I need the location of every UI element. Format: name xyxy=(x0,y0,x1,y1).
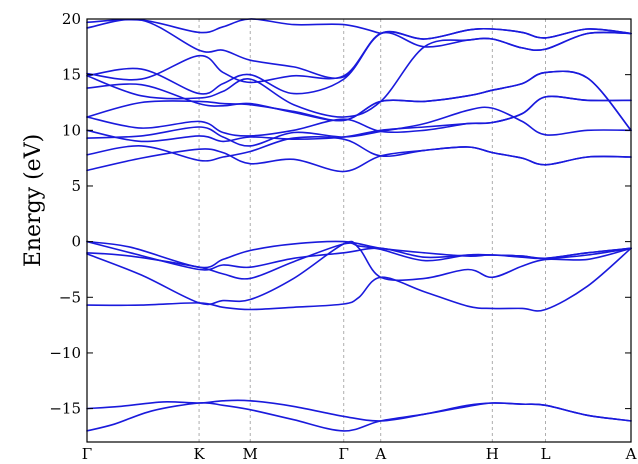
x-tick-label: Γ xyxy=(82,445,92,463)
x-tick-label: A xyxy=(625,445,637,463)
band-line-19 xyxy=(86,18,382,35)
y-tick-label: 10 xyxy=(62,121,81,139)
y-tick-label: 0 xyxy=(71,233,81,251)
band-line-7 xyxy=(86,240,632,269)
band-line-1 xyxy=(86,401,632,432)
kpoint-grid xyxy=(198,19,546,442)
band-line-2 xyxy=(86,399,632,422)
x-tick-label: K xyxy=(193,445,205,463)
x-tick-label: Γ xyxy=(339,445,349,463)
plot-frame xyxy=(86,18,632,443)
band-line-8 xyxy=(86,146,632,173)
y-tick-label: 5 xyxy=(71,177,81,195)
band-lines xyxy=(86,18,632,432)
band-line-17 xyxy=(86,27,632,84)
y-tick-label: −15 xyxy=(49,400,81,418)
band-line-9 xyxy=(86,136,632,166)
x-tick-label: H xyxy=(486,445,499,463)
axis-ticks: Γ K M Γ A H L A 20 15 10 5 0 −5 −10 −15 xyxy=(49,10,636,463)
band-line-12 xyxy=(86,95,632,137)
x-tick-label: M xyxy=(243,445,258,463)
band-line-15 xyxy=(86,31,632,118)
x-tick-label: L xyxy=(541,445,551,463)
y-tick-label: 20 xyxy=(62,10,81,28)
y-tick-label: −10 xyxy=(49,344,81,362)
x-tick-label: A xyxy=(374,445,386,463)
band-line-3 xyxy=(86,247,632,312)
y-tick-label: −5 xyxy=(59,288,81,306)
band-line-4 xyxy=(86,240,632,306)
y-tick-label: 15 xyxy=(62,66,81,84)
y-axis-label: Energy (eV) xyxy=(21,134,46,267)
